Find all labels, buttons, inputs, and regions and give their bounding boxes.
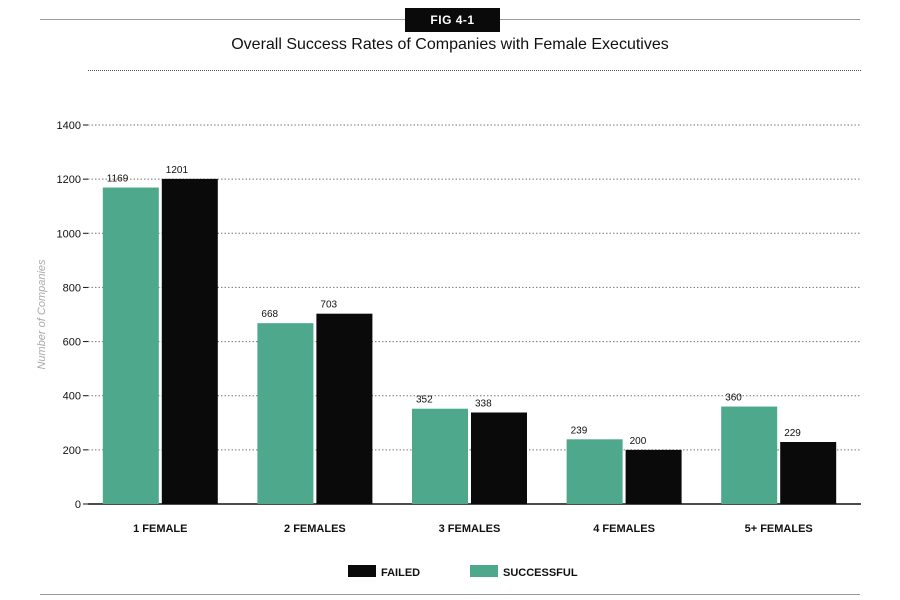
y-axis-label: Number of Companies (36, 259, 48, 370)
legend-swatch-successful (470, 565, 498, 577)
bar-failed (625, 449, 682, 504)
y-tick-label: 400 (63, 391, 81, 403)
y-tick-label: 1400 (57, 120, 81, 132)
y-tick-label: 1200 (57, 174, 81, 186)
bar-failed (316, 313, 373, 504)
x-tick-label: 1 FEMALE (133, 523, 187, 535)
x-tick-label: 3 FEMALES (439, 523, 501, 535)
bar-value-label: 1201 (166, 165, 189, 176)
bar-value-label: 338 (475, 398, 492, 409)
y-tick-label: 800 (63, 282, 81, 294)
x-tick-labels: 1 FEMALE 2 FEMALES 3 FEMALES 4 FEMALES 5+ FE… (133, 523, 813, 535)
chart-title: Overall Success Rates of Companies with … (231, 36, 669, 53)
gridlines (88, 124, 861, 451)
bar-successful (412, 408, 468, 504)
bar-value-label: 703 (320, 300, 337, 311)
legend: FAILED SUCCESSFUL (348, 565, 578, 579)
x-tick-label: 5+ FEMALES (745, 523, 813, 535)
bar-successful (566, 439, 623, 504)
y-tick-label: 200 (63, 445, 81, 457)
bottom-rule (40, 594, 860, 595)
figure-badge: FIG 4-1 (405, 8, 500, 32)
bar-value-label: 1169 (107, 174, 129, 185)
x-tick-label: 4 FEMALES (593, 523, 655, 535)
bar-successful (257, 323, 314, 504)
bar-value-label: 360 (725, 393, 742, 404)
data-labels: 1169 1201 668 703 352 338 239 200 360 229 (107, 165, 802, 447)
legend-label-failed: FAILED (381, 567, 420, 579)
bar-value-label: 229 (784, 428, 801, 439)
bars (102, 178, 837, 505)
bar-value-label: 200 (630, 436, 647, 447)
bar-value-label: 352 (416, 395, 433, 406)
legend-swatch-failed (348, 565, 376, 577)
x-tick-label: 2 FEMALES (284, 523, 346, 535)
y-tick-label: 1000 (57, 228, 81, 240)
y-tick-label: 600 (63, 337, 81, 349)
bar-failed (471, 412, 527, 504)
y-tick-label: 0 (75, 499, 81, 511)
legend-label-successful: SUCCESSFUL (503, 567, 578, 579)
bar-value-label: 239 (571, 425, 588, 436)
bar-successful (102, 187, 159, 504)
bar-successful (721, 406, 778, 504)
title-rule (88, 70, 861, 71)
bar-failed (780, 442, 837, 504)
bar-failed (161, 178, 218, 505)
bar-value-label: 668 (261, 309, 278, 320)
